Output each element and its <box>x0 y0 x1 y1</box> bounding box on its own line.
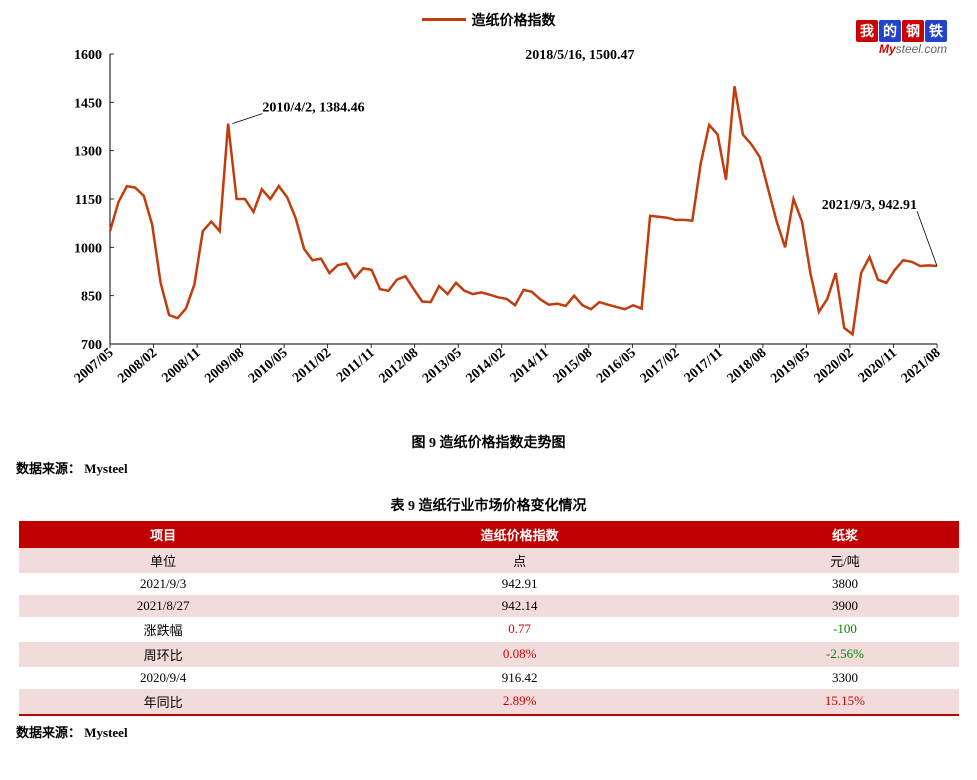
table-row: 周环比0.08%-2.56% <box>19 642 959 667</box>
table-row: 2020/9/4916.423300 <box>19 667 959 689</box>
table-row: 单位点元/吨 <box>19 548 959 573</box>
svg-text:2014/02: 2014/02 <box>464 345 509 386</box>
svg-text:2018/08: 2018/08 <box>725 345 770 386</box>
table-row: 年同比2.89%15.15% <box>19 689 959 715</box>
svg-text:2019/05: 2019/05 <box>768 345 813 386</box>
svg-text:2014/11: 2014/11 <box>508 345 552 385</box>
svg-text:2011/02: 2011/02 <box>290 345 334 385</box>
line-chart-svg: 700850100011501300145016002007/052008/02… <box>40 34 957 424</box>
table-header-cell: 项目 <box>19 521 308 548</box>
table-cell: 年同比 <box>19 689 308 715</box>
table-cell: -100 <box>731 617 958 642</box>
legend-swatch <box>422 18 466 21</box>
svg-text:2008/11: 2008/11 <box>159 345 203 385</box>
table-cell: 涨跌幅 <box>19 617 308 642</box>
legend-label: 造纸价格指数 <box>472 10 556 30</box>
table-body: 单位点元/吨2021/9/3942.9138002021/8/27942.143… <box>19 548 959 715</box>
data-source: 数据来源： Mysteel <box>0 458 977 487</box>
table-cell: 周环比 <box>19 642 308 667</box>
svg-text:1300: 1300 <box>74 144 102 159</box>
data-source: 数据来源： Mysteel <box>0 716 977 751</box>
table-cell: 0.77 <box>308 617 732 642</box>
table-cell: 点 <box>308 548 732 573</box>
table-header-cell: 纸浆 <box>731 521 958 548</box>
svg-text:2013/05: 2013/05 <box>420 345 465 386</box>
svg-text:2010/4/2, 1384.46: 2010/4/2, 1384.46 <box>262 100 364 115</box>
svg-text:1450: 1450 <box>74 96 102 111</box>
svg-text:2017/02: 2017/02 <box>638 345 683 386</box>
table-cell: 2021/8/27 <box>19 595 308 617</box>
table-cell: 单位 <box>19 548 308 573</box>
table-caption: 表 9 造纸行业市场价格变化情况 <box>0 495 977 515</box>
chart-area: 700850100011501300145016002007/052008/02… <box>0 34 977 424</box>
table-cell: 元/吨 <box>731 548 958 573</box>
svg-text:2008/02: 2008/02 <box>115 345 160 386</box>
svg-text:1000: 1000 <box>74 241 102 256</box>
svg-text:1150: 1150 <box>75 193 102 208</box>
svg-text:2020/02: 2020/02 <box>812 345 857 386</box>
svg-text:2021/08: 2021/08 <box>899 345 944 386</box>
table-row: 涨跌幅0.77-100 <box>19 617 959 642</box>
chart-legend: 造纸价格指数 <box>0 0 977 34</box>
price-table: 项目造纸价格指数纸浆 单位点元/吨2021/9/3942.9138002021/… <box>19 521 959 716</box>
table-cell: 3800 <box>731 573 958 595</box>
svg-text:850: 850 <box>81 289 102 304</box>
figure-caption: 图 9 造纸价格指数走势图 <box>0 432 977 452</box>
svg-text:2010/05: 2010/05 <box>246 345 291 386</box>
svg-text:2021/9/3, 942.91: 2021/9/3, 942.91 <box>822 198 917 213</box>
svg-text:2020/11: 2020/11 <box>856 345 900 385</box>
svg-text:2015/08: 2015/08 <box>551 345 596 386</box>
table-cell: 3300 <box>731 667 958 689</box>
svg-text:2011/11: 2011/11 <box>334 345 378 385</box>
table-row: 2021/8/27942.143900 <box>19 595 959 617</box>
svg-text:700: 700 <box>81 338 102 353</box>
table-cell: 15.15% <box>731 689 958 715</box>
table-cell: 916.42 <box>308 667 732 689</box>
table-row: 2021/9/3942.913800 <box>19 573 959 595</box>
legend-item: 造纸价格指数 <box>422 10 556 30</box>
svg-text:2016/05: 2016/05 <box>594 345 639 386</box>
table-cell: 942.91 <box>308 573 732 595</box>
table-cell: 942.14 <box>308 595 732 617</box>
table-cell: 3900 <box>731 595 958 617</box>
svg-text:2018/5/16, 1500.47: 2018/5/16, 1500.47 <box>525 48 634 63</box>
table-cell: 2021/9/3 <box>19 573 308 595</box>
svg-text:1600: 1600 <box>74 48 102 63</box>
table-header-row: 项目造纸价格指数纸浆 <box>19 521 959 548</box>
table-cell: -2.56% <box>731 642 958 667</box>
svg-text:2012/08: 2012/08 <box>376 345 421 386</box>
table-header-cell: 造纸价格指数 <box>308 521 732 548</box>
table-cell: 2020/9/4 <box>19 667 308 689</box>
svg-text:2017/11: 2017/11 <box>682 345 726 385</box>
svg-text:2009/08: 2009/08 <box>202 345 247 386</box>
table-cell: 0.08% <box>308 642 732 667</box>
table-cell: 2.89% <box>308 689 732 715</box>
